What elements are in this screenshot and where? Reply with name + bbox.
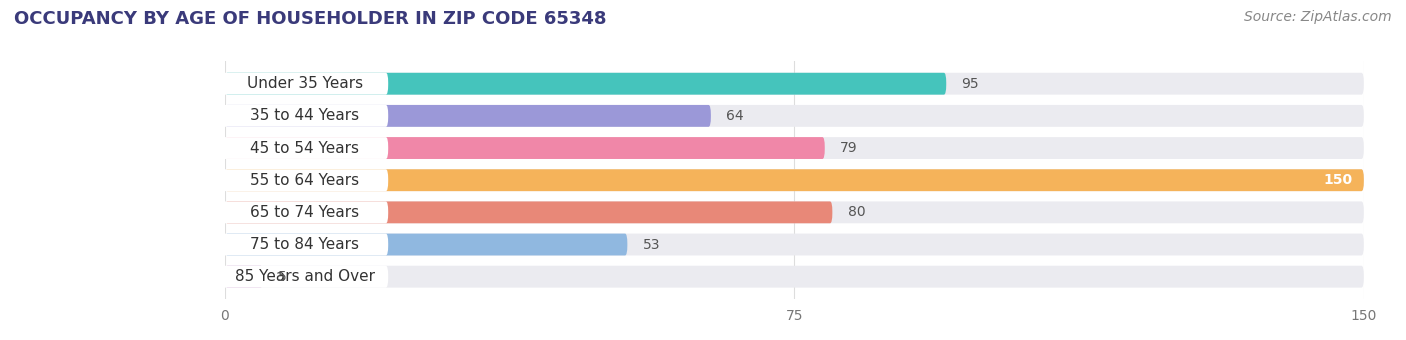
Text: 75 to 84 Years: 75 to 84 Years bbox=[250, 237, 359, 252]
FancyBboxPatch shape bbox=[225, 266, 1364, 288]
Text: Source: ZipAtlas.com: Source: ZipAtlas.com bbox=[1244, 10, 1392, 24]
Text: 80: 80 bbox=[848, 205, 865, 219]
Text: 95: 95 bbox=[962, 77, 979, 91]
Text: 45 to 54 Years: 45 to 54 Years bbox=[250, 140, 359, 155]
FancyBboxPatch shape bbox=[225, 137, 825, 159]
FancyBboxPatch shape bbox=[225, 234, 627, 255]
FancyBboxPatch shape bbox=[221, 234, 388, 255]
FancyBboxPatch shape bbox=[225, 169, 1364, 191]
Text: 85 Years and Over: 85 Years and Over bbox=[235, 269, 374, 284]
FancyBboxPatch shape bbox=[221, 137, 388, 159]
Text: 55 to 64 Years: 55 to 64 Years bbox=[250, 173, 360, 188]
FancyBboxPatch shape bbox=[225, 201, 1364, 223]
FancyBboxPatch shape bbox=[225, 234, 1364, 255]
Text: 65 to 74 Years: 65 to 74 Years bbox=[250, 205, 360, 220]
Text: 79: 79 bbox=[839, 141, 858, 155]
Text: 5: 5 bbox=[278, 270, 287, 284]
FancyBboxPatch shape bbox=[225, 266, 263, 288]
FancyBboxPatch shape bbox=[225, 73, 946, 95]
FancyBboxPatch shape bbox=[225, 105, 711, 127]
FancyBboxPatch shape bbox=[225, 73, 1364, 95]
Text: 53: 53 bbox=[643, 238, 659, 252]
FancyBboxPatch shape bbox=[225, 201, 832, 223]
Text: 150: 150 bbox=[1323, 173, 1353, 187]
Text: 64: 64 bbox=[725, 109, 744, 123]
Text: 35 to 44 Years: 35 to 44 Years bbox=[250, 108, 360, 123]
FancyBboxPatch shape bbox=[221, 105, 388, 127]
FancyBboxPatch shape bbox=[225, 105, 1364, 127]
Text: OCCUPANCY BY AGE OF HOUSEHOLDER IN ZIP CODE 65348: OCCUPANCY BY AGE OF HOUSEHOLDER IN ZIP C… bbox=[14, 10, 606, 28]
FancyBboxPatch shape bbox=[221, 266, 388, 288]
FancyBboxPatch shape bbox=[225, 137, 1364, 159]
FancyBboxPatch shape bbox=[221, 201, 388, 223]
FancyBboxPatch shape bbox=[221, 169, 388, 191]
Text: Under 35 Years: Under 35 Years bbox=[246, 76, 363, 91]
FancyBboxPatch shape bbox=[225, 169, 1364, 191]
FancyBboxPatch shape bbox=[221, 73, 388, 95]
